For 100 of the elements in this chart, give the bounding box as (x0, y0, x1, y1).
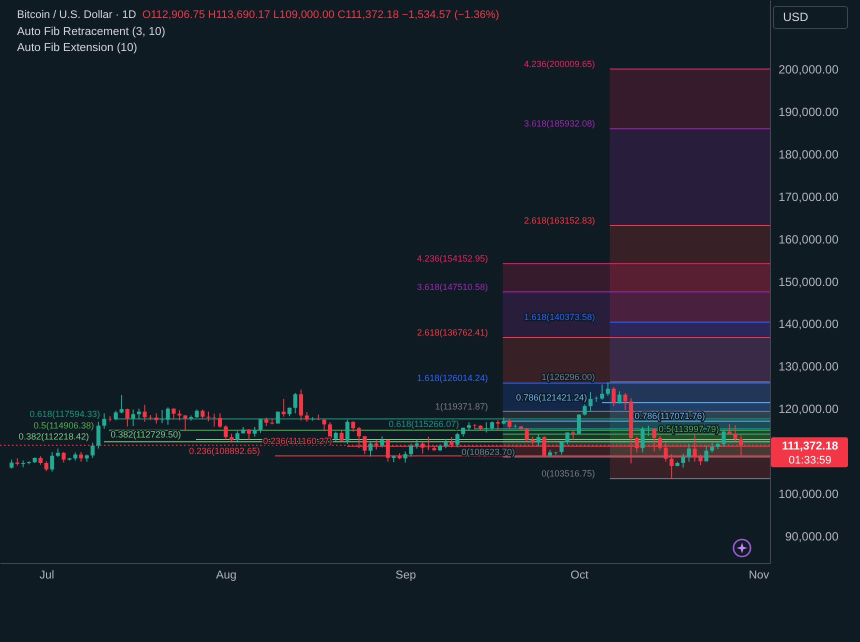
candlestick (403, 451, 408, 464)
y-tick-label: 160,000.00 (778, 232, 839, 246)
x-tick-label: Nov (748, 570, 770, 582)
ref-line-label: 0.236(108892.65) (188, 446, 260, 456)
candlestick (507, 418, 512, 430)
ref-line-label: 3.618(147510.58) (416, 282, 488, 292)
candlestick (108, 416, 112, 422)
candlestick (623, 392, 628, 410)
candlestick (646, 425, 650, 436)
ref-line-label: 2.618(136762.41) (416, 327, 488, 338)
candlestick (183, 414, 188, 432)
ref-line-label: 0.618(115266.07) (388, 418, 459, 429)
candlestick (588, 392, 593, 412)
ref-line-label: 1.618(126014.24) (416, 373, 488, 384)
candlestick (90, 442, 95, 458)
candlestick (524, 428, 529, 444)
candlestick (62, 451, 66, 464)
candlestick (50, 451, 54, 472)
candlestick (252, 426, 257, 438)
x-tick-label: Jul (39, 570, 54, 582)
candlestick (455, 432, 460, 448)
candlestick (594, 396, 598, 402)
candlestick (582, 404, 587, 416)
candlestick (617, 390, 622, 404)
y-tick-label: 100,000.00 (778, 487, 839, 502)
ref-line-label: 3.618(185932.08) (524, 118, 595, 129)
candlestick (172, 408, 176, 420)
candlestick (125, 408, 130, 427)
ref-line-label: 0(108623.70) (461, 446, 515, 457)
candlestick (131, 409, 136, 427)
candlestick (304, 412, 309, 422)
candlestick (727, 423, 732, 436)
ref-line-label: 4.236(154152.95) (416, 254, 488, 264)
ref-line-label: 0.382(112218.42) (18, 432, 89, 442)
ref-line-label: 0.618(117594.33) (30, 408, 100, 419)
candlestick (212, 413, 216, 427)
y-tick-label: 120,000.00 (778, 402, 839, 416)
candlestick (166, 406, 170, 426)
ref-line-label: 2.618(163152.83) (524, 215, 595, 226)
candlestick (79, 451, 84, 462)
candlestick (612, 386, 616, 407)
candlestick (246, 428, 251, 440)
candlestick (200, 409, 205, 420)
candlestick (322, 418, 326, 432)
candlestick (114, 410, 118, 421)
candlestick (258, 418, 263, 434)
candlestick (686, 443, 691, 462)
y-tick-label: 140,000.00 (778, 317, 839, 332)
candlestick (136, 408, 141, 420)
x-tick-label: Aug (216, 570, 237, 582)
candlestick (235, 430, 240, 444)
candlestick (576, 414, 581, 435)
candlestick (409, 442, 414, 458)
ref-line-label: 4.236(200009.65) (524, 58, 595, 69)
candlestick (102, 412, 106, 430)
text: Bitcoin / U.S. Dollar · 1D (17, 9, 136, 21)
text: O112,906.75 H113,690.17 L109,000.00 C111,372.18 −1,534.57 (−1.36%) (142, 9, 500, 21)
candlestick (96, 421, 100, 450)
candlestick (334, 431, 338, 442)
candlestick (224, 424, 228, 440)
x-tick-label: Oct (570, 570, 590, 582)
text: 01:33:59 (788, 454, 832, 466)
candlestick (444, 438, 448, 449)
ref-line-label: 1(119371.87) (435, 401, 488, 412)
ref-line-label: 111,372.18 (782, 440, 839, 452)
y-tick-label: 190,000.00 (778, 104, 839, 119)
ref-line-label: 0(103516.75) (541, 468, 595, 479)
y-tick-label: 150,000.00 (778, 274, 839, 289)
candlestick (640, 426, 645, 453)
candlestick (345, 419, 350, 444)
candlestick (154, 412, 158, 424)
candlestick (142, 404, 147, 422)
candlestick (293, 392, 298, 414)
ref-line-label: 0.5(114906.38) (34, 420, 94, 430)
candlestick (160, 409, 164, 424)
ref-line-label: 1(126296.00) (541, 372, 595, 382)
candlestick (472, 423, 477, 430)
candlestick (536, 434, 540, 447)
ref-line-label: 0.786(121421.24) (516, 392, 587, 403)
candlestick (120, 394, 124, 414)
y-tick-label: 90,000.00 (785, 530, 839, 544)
y-tick-label: 130,000.00 (778, 360, 839, 374)
y-tick-label: 200,000.00 (778, 62, 839, 76)
candlestick (218, 412, 222, 428)
candlestick (484, 422, 488, 433)
candlestick (148, 414, 153, 421)
candlestick (282, 398, 286, 418)
annotation: Auto Fib Retracement (3, 10) (17, 26, 166, 38)
candlestick (710, 442, 714, 453)
ref-line-label: 0.382(112729.50) (110, 430, 181, 440)
candlestick (351, 420, 356, 432)
candlestick (206, 411, 210, 422)
y-tick-label: 170,000.00 (778, 190, 839, 204)
candlestick (681, 453, 686, 468)
ref-line-label: 0.786(117071.76) (634, 411, 705, 422)
candlestick (606, 381, 610, 396)
candlestick (340, 430, 344, 442)
candlestick (733, 424, 738, 442)
annotation: Auto Fib Extension (10) (17, 42, 138, 54)
candlestick (44, 460, 48, 472)
